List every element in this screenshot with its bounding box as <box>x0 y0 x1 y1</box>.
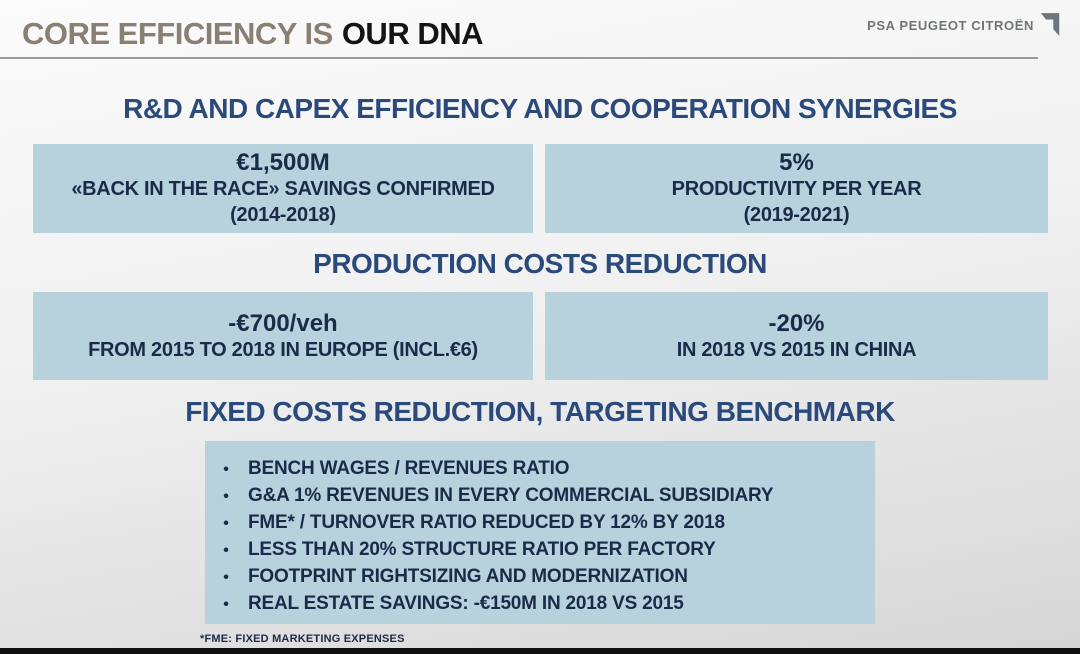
bullet-item: • LESS THAN 20% STRUCTURE RATIO PER FACT… <box>219 539 865 566</box>
bullet-item: • FME* / TURNOVER RATIO REDUCED BY 12% B… <box>219 512 865 539</box>
bullet-dot: • <box>223 461 229 478</box>
company-logo-text: PSA PEUGEOT CITROËN <box>867 17 1034 33</box>
bullet-item: • FOOTPRINT RIGHTSIZING AND MODERNIZATIO… <box>219 566 865 593</box>
bullet-item: • REAL ESTATE SAVINGS: -€150M IN 2018 VS… <box>219 593 865 620</box>
stat-box-productivity-per-year: 5% PRODUCTIVITY PER YEAR (2019-2021) <box>545 144 1048 233</box>
stat-period: (2014-2018) <box>230 204 336 226</box>
company-logo: PSA PEUGEOT CITROËN <box>867 12 1062 38</box>
bullet-text: FME* / TURNOVER RATIO REDUCED BY 12% BY … <box>248 512 725 533</box>
bullet-dot: • <box>223 515 229 532</box>
bullet-dot: • <box>223 542 229 559</box>
bullet-text: REAL ESTATE SAVINGS: -€150M IN 2018 VS 2… <box>248 593 684 614</box>
bottom-edge-bar <box>0 648 1080 654</box>
section-heading-production-costs: PRODUCTION COSTS REDUCTION <box>313 248 767 279</box>
bullet-item: • BENCH WAGES / REVENUES RATIO <box>219 458 865 485</box>
title-divider <box>0 57 1038 59</box>
stat-value: -€700/veh <box>228 309 338 337</box>
bullet-item: • G&A 1% REVENUES IN EVERY COMMERCIAL SU… <box>219 485 865 512</box>
stat-label: «BACK IN THE RACE» SAVINGS CONFIRMED <box>71 178 495 200</box>
bullet-text: G&A 1% REVENUES IN EVERY COMMERCIAL SUBS… <box>248 485 774 506</box>
page-title-strong: OUR DNA <box>341 16 484 51</box>
bullet-dot: • <box>223 488 229 505</box>
stat-label: PRODUCTIVITY PER YEAR <box>671 178 922 200</box>
page-title: CORE EFFICIENCY IS OUR DNA <box>22 16 483 52</box>
stat-value: -20% <box>768 309 825 337</box>
stat-box-cost-reduction-china: -20% IN 2018 VS 2015 IN CHINA <box>545 292 1048 380</box>
stat-label: IN 2018 VS 2015 IN CHINA <box>676 338 917 361</box>
page-title-muted: CORE EFFICIENCY IS <box>22 16 333 51</box>
stat-value: 5% <box>779 149 814 176</box>
bullet-text: LESS THAN 20% STRUCTURE RATIO PER FACTOR… <box>248 539 716 560</box>
bullet-dot: • <box>223 596 229 613</box>
company-logo-icon <box>1040 13 1060 37</box>
section-heading-rd-capex: R&D AND CAPEX EFFICIENCY AND COOPERATION… <box>123 93 957 124</box>
bullet-dot: • <box>223 569 229 586</box>
footnote-fme-definition: *FME: FIXED MARKETING EXPENSES <box>200 633 405 645</box>
stat-box-back-in-the-race-savings: €1,500M «BACK IN THE RACE» SAVINGS CONFI… <box>33 144 533 233</box>
fixed-costs-bullet-panel: • BENCH WAGES / REVENUES RATIO • G&A 1% … <box>205 441 875 624</box>
stat-label: FROM 2015 TO 2018 IN EUROPE (INCL.€6) <box>88 338 478 361</box>
stat-box-cost-per-vehicle-europe: -€700/veh FROM 2015 TO 2018 IN EUROPE (I… <box>33 292 533 380</box>
bullet-text: BENCH WAGES / REVENUES RATIO <box>248 458 570 479</box>
bullet-text: FOOTPRINT RIGHTSIZING AND MODERNIZATION <box>248 566 688 587</box>
stat-value: €1,500M <box>236 149 330 176</box>
section-heading-fixed-costs: FIXED COSTS REDUCTION, TARGETING BENCHMA… <box>185 396 895 427</box>
stat-period: (2019-2021) <box>743 204 850 226</box>
